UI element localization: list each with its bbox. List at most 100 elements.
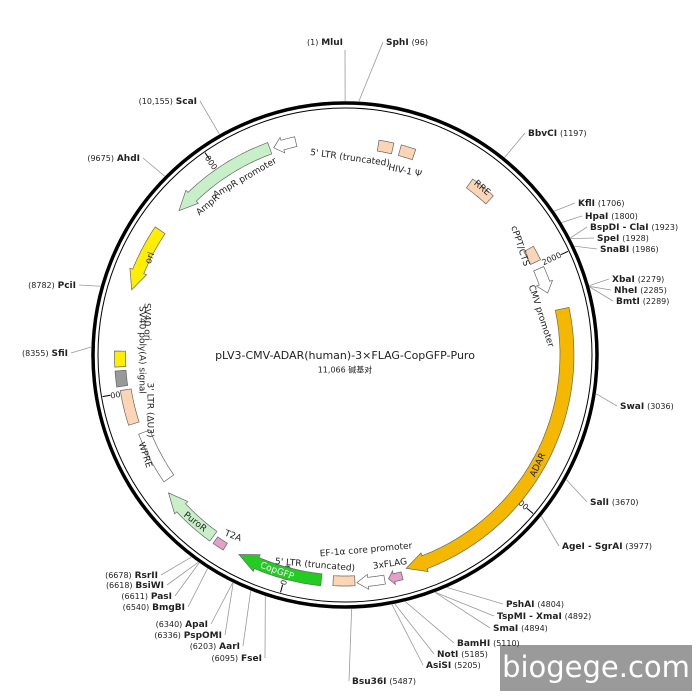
feature-label: SV40 poly(A) signal — [137, 306, 147, 394]
feature-label: SV40 ori — [142, 303, 152, 341]
site-line — [142, 157, 165, 177]
site-line — [595, 393, 618, 407]
feature-shape — [167, 492, 218, 542]
site-line — [160, 556, 192, 576]
feature-label: EF-1α core promoter — [319, 541, 413, 559]
site-name: ApaI — [185, 620, 208, 630]
site-label: SpeI (1928) — [597, 234, 649, 244]
site-position: (1923) — [651, 223, 678, 232]
site-name: BmtI — [616, 297, 640, 307]
site-name: SfiI — [51, 349, 68, 359]
site-line — [70, 346, 92, 354]
site-line — [242, 590, 252, 647]
feature-label: ori — [144, 251, 157, 265]
site-name: BamHI — [457, 639, 490, 649]
feature-shape — [212, 536, 228, 551]
site-label: BamHI (5110) — [457, 639, 520, 649]
feature-shape — [388, 569, 404, 586]
site-position: (1706) — [598, 199, 625, 208]
feature-shape — [114, 350, 127, 368]
backbone-outer — [91, 101, 599, 609]
site-position: (3977) — [625, 542, 652, 551]
scale-tick — [280, 584, 284, 593]
site-label: (9675) AhdI — [87, 154, 140, 164]
site-label: PshAI (4804) — [506, 600, 564, 610]
site-line — [199, 100, 220, 135]
site-name: AgeI - SgrAI — [562, 542, 623, 552]
site-name: NheI — [614, 286, 637, 296]
site-line — [435, 591, 495, 617]
site-label: KflI (1706) — [578, 199, 624, 209]
watermark-box — [500, 645, 692, 691]
site-line — [447, 587, 504, 605]
site-line — [540, 515, 560, 547]
watermark: biogege.com — [502, 650, 690, 684]
site-name: PspOMI — [184, 631, 222, 641]
site-line — [589, 286, 614, 302]
site-label: (8355) SfiI — [22, 349, 68, 359]
feature-label: CMV promoter — [526, 284, 556, 349]
site-label: (6678) RsrII — [105, 571, 158, 581]
site-position: (4804) — [537, 600, 564, 609]
site-line — [391, 604, 424, 666]
scale-tick-label: 2000 — [541, 251, 563, 268]
site-label: BbvCI (1197) — [528, 129, 587, 139]
site-position: (6540) — [123, 603, 150, 612]
site-line — [504, 132, 526, 158]
site-label: (1) MluI — [307, 38, 343, 48]
feature-label: 3xFLAG — [372, 557, 408, 572]
site-label: SmaI (4894) — [493, 624, 548, 634]
feature-shape — [356, 573, 386, 590]
site-label: XbaI (2279) — [612, 275, 664, 285]
feature-shape — [129, 226, 166, 291]
feature-label: cPPT/CTS — [508, 225, 531, 268]
feature-shape — [397, 144, 417, 161]
site-label: SnaBI (1986) — [600, 245, 659, 255]
site-line — [570, 226, 588, 239]
site-name: SphI — [386, 38, 409, 48]
site-name: AarI — [219, 642, 240, 652]
site-name: BsiWI — [135, 581, 164, 591]
site-position: (1197) — [560, 129, 587, 138]
site-name: SmaI — [493, 624, 518, 634]
site-name: SwaI — [620, 402, 644, 412]
site-name: PciI — [58, 281, 76, 291]
site-position: (2289) — [643, 297, 670, 306]
site-line — [394, 603, 435, 655]
site-label: (6540) BmgBI — [123, 603, 185, 613]
site-position: (6678) — [105, 571, 132, 580]
site-name: MluI — [321, 38, 343, 48]
site-position: (6095) — [212, 654, 239, 663]
site-name: XbaI — [612, 275, 635, 285]
site-label: TspMI - XmaI (4892) — [497, 612, 591, 622]
site-line — [570, 237, 595, 239]
site-label: AsiSI (5205) — [426, 661, 481, 671]
site-label: (6336) PspOMI — [154, 631, 222, 641]
site-position: (5110) — [493, 639, 520, 648]
site-position: (5205) — [454, 661, 481, 670]
feature-label: HIV-1 Ψ — [387, 163, 422, 180]
feature-shape — [405, 306, 575, 573]
site-position: (3036) — [647, 402, 674, 411]
site-name: RsrII — [135, 571, 158, 581]
site-position: (2285) — [640, 286, 667, 295]
site-name: AhdI — [117, 154, 140, 164]
site-line — [405, 601, 455, 644]
site-position: (3670) — [612, 498, 639, 507]
site-position: (4892) — [565, 612, 592, 621]
site-line — [561, 215, 583, 223]
site-position: (2279) — [638, 275, 665, 284]
site-label: AgeI - SgrAI (3977) — [562, 542, 652, 552]
site-position: (6340) — [156, 620, 183, 629]
site-label: NheI (2285) — [614, 286, 667, 296]
site-name: AsiSI — [426, 661, 451, 671]
scale-tick — [526, 508, 534, 514]
backbone-inner — [97, 107, 593, 603]
site-name: SalI — [590, 498, 609, 508]
site-label: (6203) AarI — [190, 642, 240, 652]
site-line — [78, 284, 101, 287]
scale-tick — [204, 152, 210, 160]
feature-shape — [332, 575, 356, 587]
site-name: FseI — [241, 654, 262, 664]
